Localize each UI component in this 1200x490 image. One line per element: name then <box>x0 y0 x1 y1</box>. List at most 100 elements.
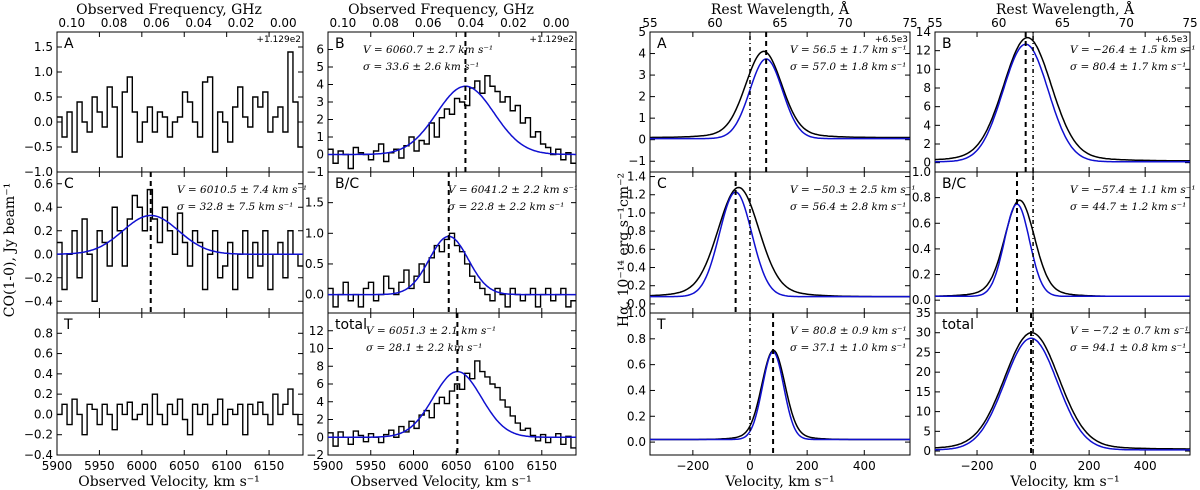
y-tick-label: −1.0 <box>24 165 53 179</box>
gaussian-fit-line <box>935 43 1190 163</box>
y-tick-label: 5 <box>638 25 646 39</box>
y-tick-label: 1 <box>638 111 646 125</box>
gaussian-fit-line <box>650 191 910 298</box>
panel-frame <box>649 312 911 456</box>
fit-velocity-text: V = −26.4 ± 1.5 km s⁻¹ <box>1070 44 1196 56</box>
y-tick-label: −0.4 <box>24 448 53 462</box>
y-tick-label: 0 <box>923 444 931 458</box>
x-tick-label: 200 <box>796 459 819 473</box>
gaussian-fit-line <box>328 370 576 438</box>
top-tick-label: 0.10 <box>58 16 85 30</box>
fit-sigma-text: σ = 37.1 ± 1.0 km s⁻¹ <box>790 342 906 354</box>
panel-frame <box>56 312 304 456</box>
top-tick-label: 60 <box>707 16 722 30</box>
y-tick-label: 0.0 <box>34 407 53 421</box>
y-tick-label: −0.2 <box>24 271 53 285</box>
y-tick-label: 2 <box>316 113 324 127</box>
y-tick-label: 0.8 <box>34 326 53 340</box>
panel-label: B <box>942 36 952 52</box>
co-spectrum-line <box>328 360 576 449</box>
plot-area <box>650 313 910 455</box>
y-tick-label: 5 <box>316 60 324 74</box>
x-tick-label: 200 <box>1078 459 1101 473</box>
top-tick-label: 70 <box>1119 16 1134 30</box>
y-tick-label: −0.2 <box>24 428 53 442</box>
axis-offset: +1.129e2 <box>256 35 301 45</box>
gaussian-fit-line <box>650 58 910 140</box>
y-tick-label: 10 <box>916 405 931 419</box>
fit-sigma-text: σ = 32.8 ± 7.5 km s⁻¹ <box>177 201 293 213</box>
fit-sigma-text: σ = 57.0 ± 1.8 km s⁻¹ <box>790 61 906 73</box>
fit-velocity-text: V = 6041.2 ± 2.2 km s⁻¹ <box>448 184 578 196</box>
y-tick-label: 10 <box>916 62 931 76</box>
fit-velocity-text: V = 6010.5 ± 7.4 km s⁻¹ <box>177 184 307 196</box>
y-tick-label: −1 <box>306 165 324 179</box>
panel-label: B/C <box>942 176 966 192</box>
plot-area <box>57 51 303 158</box>
plot-area <box>935 32 1190 172</box>
axis-offset: +1.129e2 <box>529 35 574 45</box>
panel-label: C <box>657 176 667 192</box>
x-tick-label: 0 <box>1029 459 1037 473</box>
y-tick-label: 0.0 <box>34 115 53 129</box>
co-top-axis-label: Observed Frequency, GHz <box>76 2 262 18</box>
fit-velocity-text: V = 56.5 ± 1.7 km s⁻¹ <box>790 44 907 56</box>
y-tick-label: 4 <box>316 395 324 409</box>
panel-label: T <box>63 317 73 333</box>
fit-sigma-text: σ = 94.1 ± 0.8 km s⁻¹ <box>1070 342 1186 354</box>
panel-co-t: −0.4 −0.2 0.0 0.2 0.4 0.6 0.8 5900 5950 6000 6050 6… <box>24 312 304 473</box>
y-tick-label: 0 <box>316 430 324 444</box>
fit-sigma-text: σ = 44.7 ± 1.2 km s⁻¹ <box>1070 201 1186 213</box>
panel-label: total <box>942 317 974 333</box>
x-tick-label: 5900 <box>42 459 73 473</box>
panel-ha-c: 0.0 0.2 0.4 0.6 0.8 1.0 1.2 1.4 C V = −50.3 ± 2.5… <box>627 170 916 314</box>
gaussian-fit-line <box>328 85 576 156</box>
y-tick-label: 1.0 <box>627 306 646 320</box>
panel-label: B <box>335 36 345 52</box>
co-y-axis-label: CO(1-0), Jy beam⁻¹ <box>2 183 18 317</box>
top-tick-label: 0.08 <box>101 16 128 30</box>
x-tick-label: 6050 <box>441 459 472 473</box>
top-tick-label: 0.00 <box>543 16 570 30</box>
panel-co-total: −2 0 2 4 6 8 10 12 5900 5950 6000 6050 6100 6150 total… <box>306 312 577 473</box>
y-tick-label: 30 <box>916 326 931 340</box>
co-spectrum-line <box>57 188 303 302</box>
plot-area <box>935 313 1190 455</box>
ha-spectrum-line <box>650 349 910 441</box>
ha-spectrum-line <box>935 199 1190 298</box>
y-tick-label: 2 <box>316 413 324 427</box>
y-tick-label: 2 <box>923 137 931 151</box>
y-tick-label: 4 <box>316 78 324 92</box>
axis-offset: +6.5e3 <box>1155 35 1188 45</box>
gaussian-fit-line <box>57 214 303 255</box>
top-tick-label: 0.06 <box>415 16 442 30</box>
co-bottom-axis-label: Observed Velocity, km s⁻¹ <box>78 474 260 490</box>
fit-sigma-text: σ = 80.4 ± 1.7 km s⁻¹ <box>1070 61 1186 73</box>
y-tick-label: −1 <box>628 154 646 168</box>
fit-sigma-text: σ = 22.8 ± 2.2 km s⁻¹ <box>448 201 564 213</box>
y-tick-label: 3 <box>638 68 646 82</box>
y-tick-label: 2 <box>638 90 646 104</box>
panel-ha-b-c: 0.0 0.2 0.4 0.6 0.8 1.0 B/C V = −57.4 ± 1.1 km … <box>912 165 1196 314</box>
plot-area <box>328 32 576 172</box>
co-spectrum-line <box>328 232 576 308</box>
x-tick-label: 5900 <box>313 459 344 473</box>
co-top-axis-label-2: Observed Frequency, GHz <box>348 2 534 18</box>
top-tick-label: 55 <box>642 16 657 30</box>
panel-label: A <box>64 36 74 52</box>
y-tick-label: 0.0 <box>912 293 931 307</box>
top-tick-label: 55 <box>927 16 942 30</box>
y-tick-label: 0.8 <box>627 332 646 346</box>
y-tick-label: 0.6 <box>34 177 53 191</box>
plot-area <box>57 172 303 313</box>
co-spectrum-line <box>328 75 576 170</box>
x-tick-label: 6100 <box>484 459 515 473</box>
y-tick-label: 0.2 <box>34 387 53 401</box>
x-tick-label: 5950 <box>84 459 115 473</box>
y-tick-label: 25 <box>916 345 931 359</box>
y-tick-label: 0.6 <box>627 242 646 256</box>
y-tick-label: 0.2 <box>34 224 53 238</box>
y-tick-label: 1.5 <box>305 196 324 210</box>
panel-label: total <box>335 317 367 333</box>
panel-frame <box>934 312 1191 456</box>
